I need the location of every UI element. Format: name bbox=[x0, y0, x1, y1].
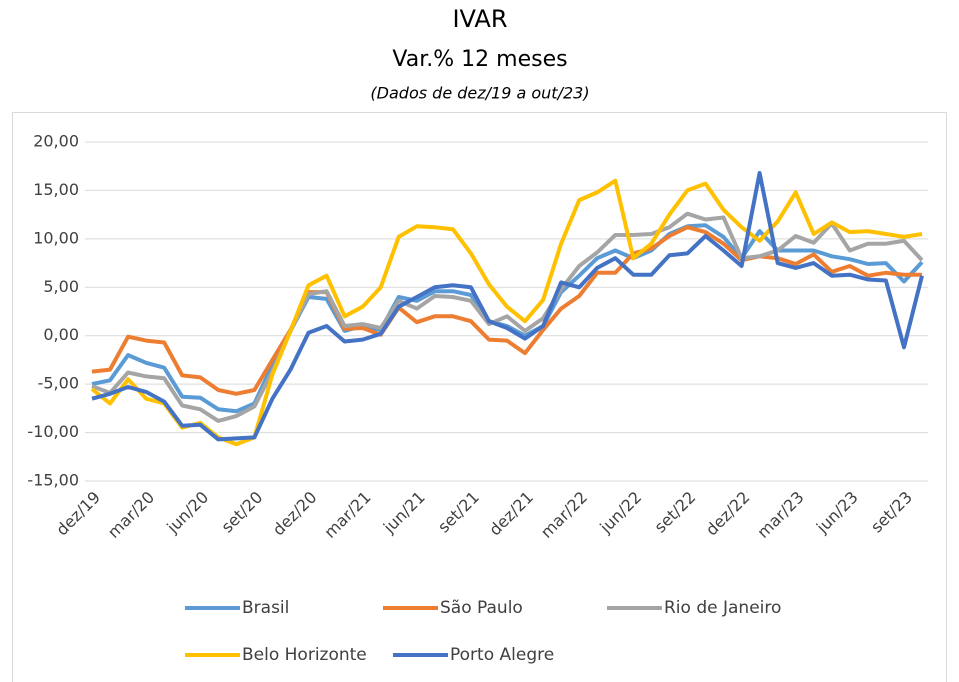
x-tick-label: set/23 bbox=[867, 488, 916, 537]
x-tick-label: jun/22 bbox=[595, 488, 645, 538]
chart-frame bbox=[12, 112, 947, 682]
x-tick-label: set/21 bbox=[434, 488, 483, 537]
legend-label: São Paulo bbox=[440, 598, 523, 618]
y-tick-label: -5,00 bbox=[38, 374, 79, 393]
series-line bbox=[90, 178, 923, 447]
x-tick-label: dez/21 bbox=[485, 488, 537, 540]
series-line bbox=[91, 225, 922, 396]
x-tick-label: set/22 bbox=[651, 488, 700, 537]
y-tick-label: 0,00 bbox=[43, 325, 79, 344]
series-line bbox=[91, 171, 924, 442]
x-tick-label: dez/19 bbox=[52, 488, 104, 540]
x-tick-label: mar/22 bbox=[537, 488, 591, 542]
chart-note: (Dados de dez/19 a out/23) bbox=[370, 84, 589, 103]
legend-label: Belo Horizonte bbox=[242, 645, 367, 665]
x-tick-label: jun/23 bbox=[812, 488, 862, 538]
x-tick-label: jun/20 bbox=[162, 488, 212, 538]
chart-subtitle: Var.% 12 meses bbox=[392, 47, 567, 72]
x-tick-label: dez/22 bbox=[702, 488, 754, 540]
x-tick-label: mar/23 bbox=[753, 488, 807, 542]
legend-label: Brasil bbox=[242, 598, 289, 618]
x-tick-label: jun/21 bbox=[379, 488, 429, 538]
x-tick-label: mar/21 bbox=[320, 488, 374, 542]
legend-label: Porto Alegre bbox=[450, 645, 554, 665]
chart-title: IVAR bbox=[452, 5, 507, 33]
legend-label: Rio de Janeiro bbox=[664, 598, 781, 618]
y-tick-label: 5,00 bbox=[43, 277, 79, 296]
x-tick-label: dez/20 bbox=[269, 488, 321, 540]
y-tick-label: 15,00 bbox=[33, 180, 79, 199]
y-tick-label: -15,00 bbox=[27, 471, 79, 490]
x-tick-label: set/20 bbox=[217, 488, 266, 537]
y-tick-label: -10,00 bbox=[27, 422, 79, 441]
y-tick-label: 10,00 bbox=[33, 228, 79, 247]
y-tick-label: 20,00 bbox=[33, 132, 79, 151]
x-tick-label: mar/20 bbox=[104, 488, 158, 542]
series-line bbox=[91, 211, 924, 423]
